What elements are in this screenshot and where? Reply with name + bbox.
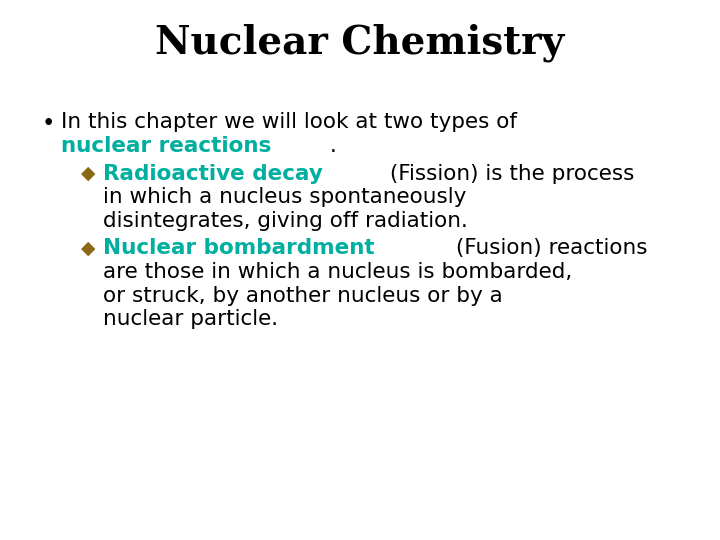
Text: Radioactive decay: Radioactive decay (103, 164, 323, 184)
Text: Nuclear Chemistry: Nuclear Chemistry (156, 24, 564, 62)
Text: •: • (42, 112, 55, 136)
Text: are those in which a nucleus is bombarded,: are those in which a nucleus is bombarde… (103, 262, 572, 282)
Text: In this chapter we will look at two types of: In this chapter we will look at two type… (61, 112, 518, 132)
Text: in which a nucleus spontaneously: in which a nucleus spontaneously (103, 187, 467, 207)
Text: nuclear reactions: nuclear reactions (61, 136, 272, 156)
Text: or struck, by another nucleus or by a: or struck, by another nucleus or by a (103, 286, 503, 306)
Text: (Fusion) reactions: (Fusion) reactions (449, 239, 648, 259)
Text: (Fission) is the process: (Fission) is the process (384, 164, 635, 184)
Text: nuclear particle.: nuclear particle. (103, 309, 278, 329)
Text: ◆: ◆ (81, 239, 96, 258)
Text: Nuclear bombardment: Nuclear bombardment (103, 239, 374, 259)
Text: disintegrates, giving off radiation.: disintegrates, giving off radiation. (103, 211, 468, 231)
Text: ◆: ◆ (81, 164, 96, 183)
Text: .: . (330, 136, 337, 156)
